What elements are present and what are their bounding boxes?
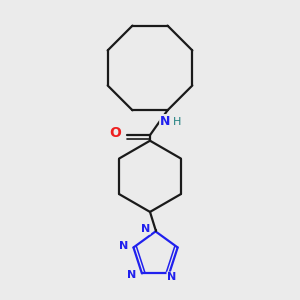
Text: N: N [167,272,176,282]
Text: N: N [141,224,150,234]
Text: H: H [172,117,181,127]
Text: O: O [109,126,121,140]
Text: N: N [160,115,170,128]
Text: N: N [128,270,136,280]
Text: N: N [119,241,128,251]
